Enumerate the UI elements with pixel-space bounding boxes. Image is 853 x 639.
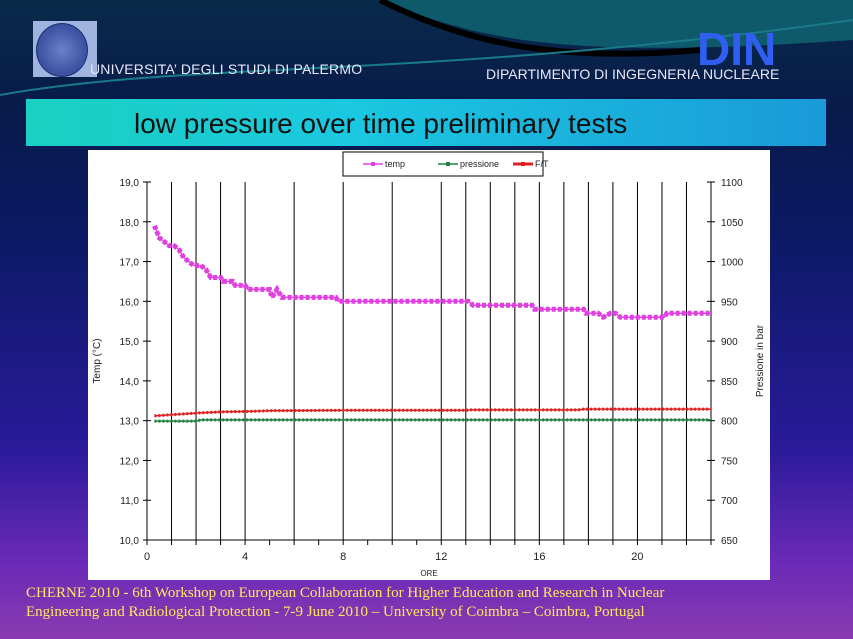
legend-label: pressione [460,159,499,169]
y-tick-label: 15,0 [120,337,140,348]
y2-axis-label: Pressione in bar [755,324,766,397]
legend-marker-temp [371,162,375,166]
legend-marker-FT [521,162,525,166]
y-tick-label: 13,0 [120,417,140,428]
footer-line-2: Engineering and Radiological Protection … [26,604,645,620]
university-logo [33,21,97,77]
slide-title: low pressure over time preliminary tests [134,108,628,139]
footer: CHERNE 2010 - 6th Workshop on European C… [26,584,826,622]
y2-tick-label: 700 [721,496,738,507]
y-tick-label: 18,0 [120,218,140,229]
x-tick-label: 12 [435,551,447,563]
series-markers-FT [154,407,711,418]
x-tick-label: 16 [533,551,545,563]
university-seal-icon [36,23,88,77]
series-markers-pressione [154,418,711,423]
x-tick-label: 4 [242,551,248,563]
y-axis-label: Temp (°C) [92,338,103,383]
y-tick-label: 11,0 [120,496,139,507]
y2-tick-label: 1050 [721,218,744,229]
legend-label: F/T [535,159,549,169]
y2-tick-label: 1000 [721,258,744,269]
y-tick-label: 16,0 [120,297,140,308]
footer-line-1: CHERNE 2010 - 6th Workshop on European C… [26,585,665,601]
series-markers-temp [152,224,711,321]
y-tick-label: 17,0 [120,258,140,269]
legend-label: temp [385,159,405,169]
y2-tick-label: 950 [721,297,738,308]
y2-tick-label: 850 [721,377,738,388]
din-logo: DIN [697,23,777,75]
x-tick-label: 0 [144,551,150,563]
y2-tick-label: 900 [721,337,738,348]
x-tick-label: 8 [340,551,346,563]
department-name: DIPARTIMENTO DI INGEGNERIA NUCLEARE [486,66,780,82]
y2-tick-label: 750 [721,456,738,467]
y-tick-label: 14,0 [120,377,140,388]
legend-marker-pressione [446,162,450,166]
y-tick-label: 12,0 [120,456,140,467]
y-tick-label: 10,0 [120,536,140,547]
y2-tick-label: 650 [721,536,738,547]
header-swoosh-decoration [0,0,853,96]
chart: 19,0 18,0 17,0 16,0 15,0 14,0 13,0 12,0 11,0 10,0… [92,151,766,578]
chart-container: 19,0 18,0 17,0 16,0 15,0 14,0 13,0 12,0 11,0 10,0… [88,150,770,580]
title-bar [26,99,826,146]
y2-tick-label: 800 [721,417,738,428]
university-name: UNIVERSITA’ DEGLI STUDI DI PALERMO [90,61,363,77]
y-tick-label: 19,0 [120,178,140,189]
y2-tick-label: 1100 [721,178,743,189]
x-tick-label: 20 [631,551,643,563]
x-axis-label: ORE [420,569,437,578]
